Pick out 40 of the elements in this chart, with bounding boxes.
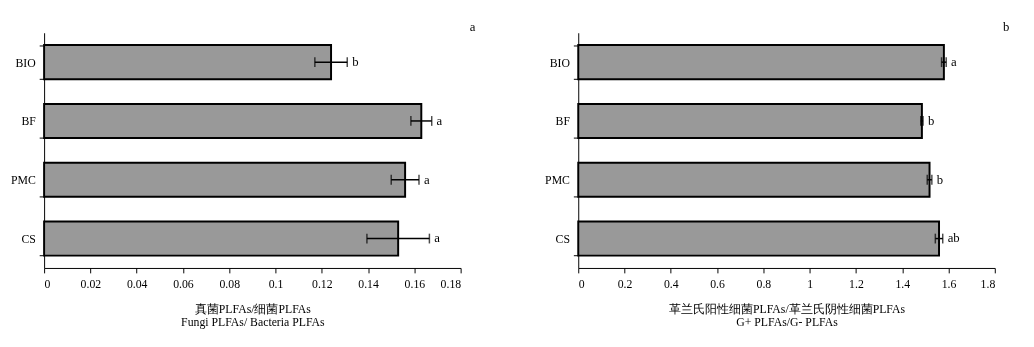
x-tick-label: 1.4 xyxy=(895,278,911,292)
x-tick-label: 0.1 xyxy=(268,278,284,292)
x-tick-label: 0.14 xyxy=(358,278,379,292)
annotation: a xyxy=(436,113,443,128)
y-tick-label: PMC xyxy=(545,174,571,188)
y-tick-label: BIO xyxy=(15,56,36,70)
annotation: ab xyxy=(947,231,960,246)
x-tick-label: 0.04 xyxy=(126,278,148,292)
annotation: b xyxy=(927,113,935,128)
x-tick-label: 0.18 xyxy=(440,278,462,292)
text: b xyxy=(1003,19,1010,34)
x-tick-label: 0.06 xyxy=(173,278,194,292)
x-tick-label: 0.6 xyxy=(710,278,726,292)
annotation: b xyxy=(936,172,944,187)
annotation: a xyxy=(951,55,958,70)
annotation: a xyxy=(423,172,430,187)
annotation: b xyxy=(352,55,359,70)
x-tick-label: 1.8 xyxy=(980,278,996,292)
y-tick-label: PMC xyxy=(10,174,36,188)
x-tick-label: 0.4 xyxy=(663,278,679,292)
x-tick-label: 0.02 xyxy=(80,278,102,292)
x-axis-title: 真菌PLFAs/细菌PLFAs Fungi PLFAs/ Bacteria PLFAs xyxy=(181,302,326,330)
x-axis-title: 革兰氏阳性细菌PLFAs/革兰氏阴性细菌PLFAs G+ PLFAs/G- PLFAs xyxy=(668,301,906,330)
y-tick-label: BIO xyxy=(549,56,570,70)
x-tick-label: 0 xyxy=(44,278,51,292)
x-tick-label: 0 xyxy=(578,278,585,292)
x-tick-label: 0.12 xyxy=(312,278,333,292)
x-tick-label: 1.2 xyxy=(849,278,864,292)
y-tick-label: CS xyxy=(21,232,36,246)
x-tick-label: 1 xyxy=(807,278,814,292)
y-tick-label: BF xyxy=(555,115,571,129)
y-tick-label: CS xyxy=(555,232,570,246)
y-tick-label: BF xyxy=(21,115,37,129)
x-tick-label: 1.6 xyxy=(941,278,957,292)
annotation: a xyxy=(434,231,441,246)
x-tick-label: 0.08 xyxy=(219,278,241,292)
x-tick-label: 0.2 xyxy=(617,278,633,292)
x-tick-label: 0.8 xyxy=(756,278,772,292)
x-tick-label: 0.16 xyxy=(404,278,426,292)
text: a xyxy=(469,19,476,34)
